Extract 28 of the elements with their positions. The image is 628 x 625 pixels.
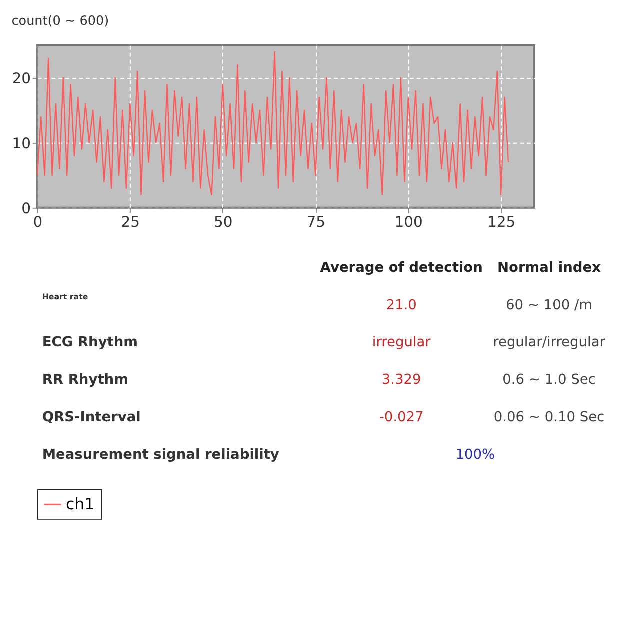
text: 0.6 ~ 1.0 Sec [502,372,596,388]
text: irregular [372,334,432,351]
text: QRS-Interval [42,410,141,426]
y-tick-label: 0 [22,200,32,218]
line-series [36,51,510,196]
x-tick-label: 0 [33,214,43,232]
text: -0.027 [379,410,424,426]
text: Average of detection [320,260,483,276]
x-tick-label: 125 [488,214,516,232]
x-tick-label: 25 [121,214,140,232]
text: regular/irregular [493,334,606,351]
text: Normal index [498,260,602,276]
legend-label: ch1 [66,494,95,514]
text: 60 ~ 100 /m [506,297,593,314]
text: Heart rate [42,292,88,302]
text: 21.0 [386,297,417,314]
text: 0.06 ~ 0.10 Sec [494,410,605,426]
x-tick-label: 75 [306,214,326,232]
text: ECG Rhythm [42,334,138,351]
x-tick-label: 50 [214,214,233,232]
y-tick-label: 20 [12,70,32,88]
text: 100% [456,446,496,463]
chart-title: count(0 ~ 600) [12,14,110,29]
text: 3.329 [382,372,422,388]
y-tick-label: 10 [12,135,32,152]
text: Measurement signal reliability [42,446,280,463]
x-tick-label: 100 [394,214,423,232]
text: RR Rhythm [42,372,128,388]
